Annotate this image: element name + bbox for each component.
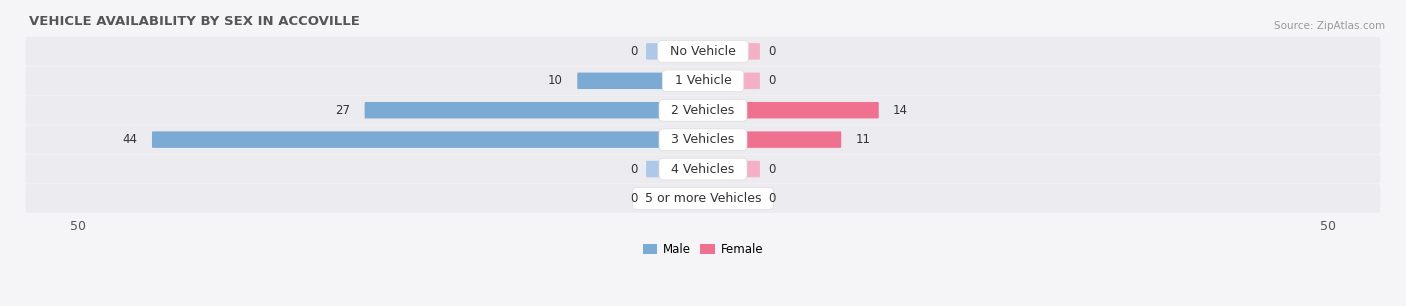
FancyBboxPatch shape bbox=[647, 43, 703, 60]
Text: 0: 0 bbox=[630, 192, 638, 205]
FancyBboxPatch shape bbox=[25, 125, 1381, 154]
FancyBboxPatch shape bbox=[647, 190, 703, 207]
Text: 4 Vehicles: 4 Vehicles bbox=[664, 162, 742, 176]
FancyBboxPatch shape bbox=[703, 190, 759, 207]
Text: 11: 11 bbox=[856, 133, 870, 146]
FancyBboxPatch shape bbox=[25, 96, 1381, 125]
Text: 27: 27 bbox=[335, 104, 350, 117]
Text: 0: 0 bbox=[768, 162, 776, 176]
FancyBboxPatch shape bbox=[25, 155, 1381, 184]
Text: 2 Vehicles: 2 Vehicles bbox=[664, 104, 742, 117]
FancyBboxPatch shape bbox=[364, 102, 703, 118]
Text: 0: 0 bbox=[768, 74, 776, 87]
Text: 44: 44 bbox=[122, 133, 138, 146]
Text: 1 Vehicle: 1 Vehicle bbox=[666, 74, 740, 87]
Text: 10: 10 bbox=[548, 74, 562, 87]
FancyBboxPatch shape bbox=[25, 37, 1381, 66]
FancyBboxPatch shape bbox=[25, 66, 1381, 95]
FancyBboxPatch shape bbox=[25, 184, 1381, 213]
FancyBboxPatch shape bbox=[647, 161, 703, 177]
Text: 3 Vehicles: 3 Vehicles bbox=[664, 133, 742, 146]
FancyBboxPatch shape bbox=[703, 131, 841, 148]
Text: VEHICLE AVAILABILITY BY SEX IN ACCOVILLE: VEHICLE AVAILABILITY BY SEX IN ACCOVILLE bbox=[28, 15, 360, 28]
Text: 14: 14 bbox=[893, 104, 908, 117]
FancyBboxPatch shape bbox=[703, 73, 759, 89]
Text: No Vehicle: No Vehicle bbox=[662, 45, 744, 58]
Text: 0: 0 bbox=[630, 45, 638, 58]
Text: 0: 0 bbox=[768, 192, 776, 205]
Text: 0: 0 bbox=[768, 45, 776, 58]
Text: 5 or more Vehicles: 5 or more Vehicles bbox=[637, 192, 769, 205]
FancyBboxPatch shape bbox=[703, 43, 759, 60]
FancyBboxPatch shape bbox=[703, 102, 879, 118]
Legend: Male, Female: Male, Female bbox=[643, 243, 763, 256]
FancyBboxPatch shape bbox=[152, 131, 703, 148]
Text: 0: 0 bbox=[630, 162, 638, 176]
FancyBboxPatch shape bbox=[578, 73, 703, 89]
Text: Source: ZipAtlas.com: Source: ZipAtlas.com bbox=[1274, 21, 1385, 32]
FancyBboxPatch shape bbox=[703, 161, 759, 177]
